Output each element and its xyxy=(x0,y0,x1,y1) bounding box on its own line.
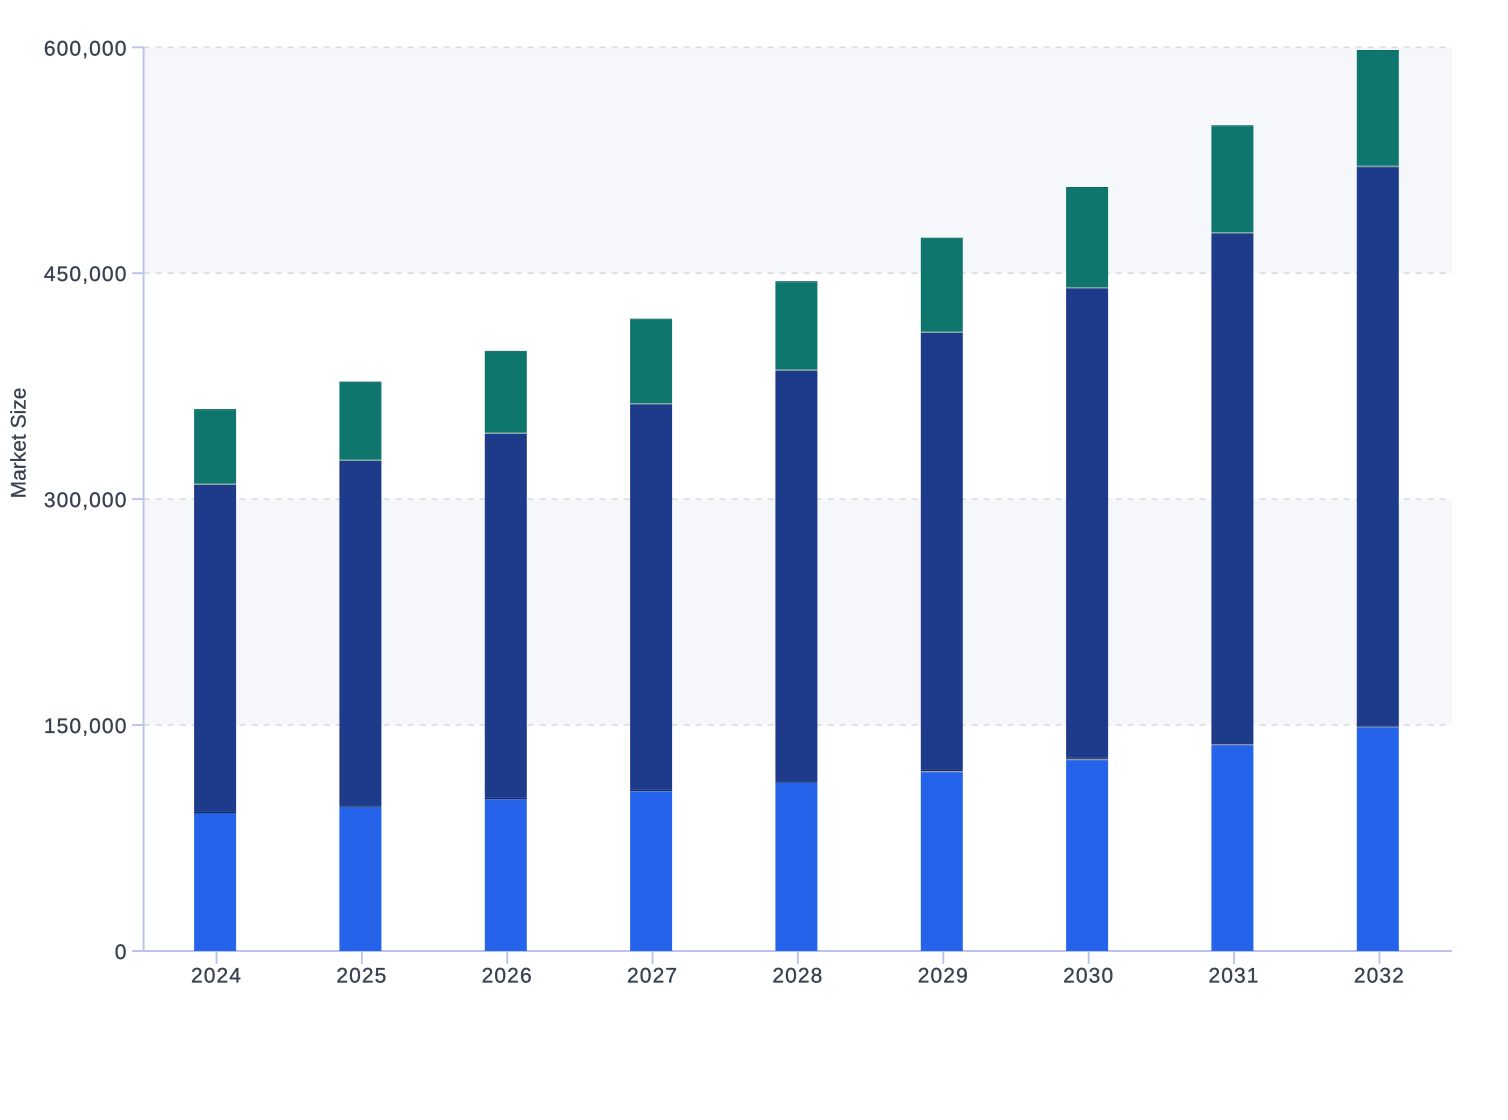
svg-text:2029: 2029 xyxy=(918,964,969,987)
svg-text:2024: 2024 xyxy=(191,964,242,987)
svg-text:Market Size: Market Size xyxy=(7,388,30,499)
svg-text:2031: 2031 xyxy=(1208,964,1259,987)
svg-text:300,000: 300,000 xyxy=(44,489,128,512)
svg-text:2025: 2025 xyxy=(336,964,387,987)
svg-text:0: 0 xyxy=(115,941,128,964)
svg-text:150,000: 150,000 xyxy=(44,715,128,738)
svg-text:600,000: 600,000 xyxy=(44,37,128,60)
svg-text:2030: 2030 xyxy=(1063,964,1114,987)
svg-text:2028: 2028 xyxy=(772,964,823,987)
svg-text:2032: 2032 xyxy=(1354,964,1405,987)
svg-text:450,000: 450,000 xyxy=(44,263,128,286)
svg-text:2026: 2026 xyxy=(482,964,533,987)
svg-text:2027: 2027 xyxy=(627,964,678,987)
